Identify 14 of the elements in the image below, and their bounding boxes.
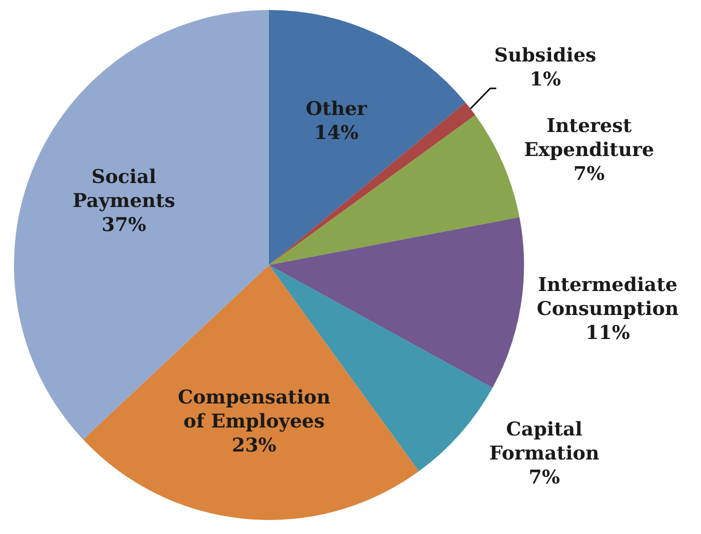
data-label: 7% — [573, 162, 605, 185]
data-label: 14% — [314, 122, 359, 144]
data-label: 11% — [585, 322, 630, 344]
data-label: 37% — [102, 214, 146, 236]
slice-label: Capital Formation — [489, 418, 600, 465]
slice-label: Subsidies — [494, 44, 596, 66]
slice-label: Intermediate Consumption — [536, 274, 679, 320]
data-label: 7% — [528, 466, 560, 489]
slice-label: Interest Expenditure — [524, 114, 654, 161]
data-label: 1% — [530, 68, 561, 90]
slice-label: Other — [306, 98, 368, 120]
data-label: 23% — [232, 434, 276, 456]
slice-label: Social Payments — [72, 166, 176, 212]
slice-label: Compensation of Employees — [178, 386, 331, 432]
